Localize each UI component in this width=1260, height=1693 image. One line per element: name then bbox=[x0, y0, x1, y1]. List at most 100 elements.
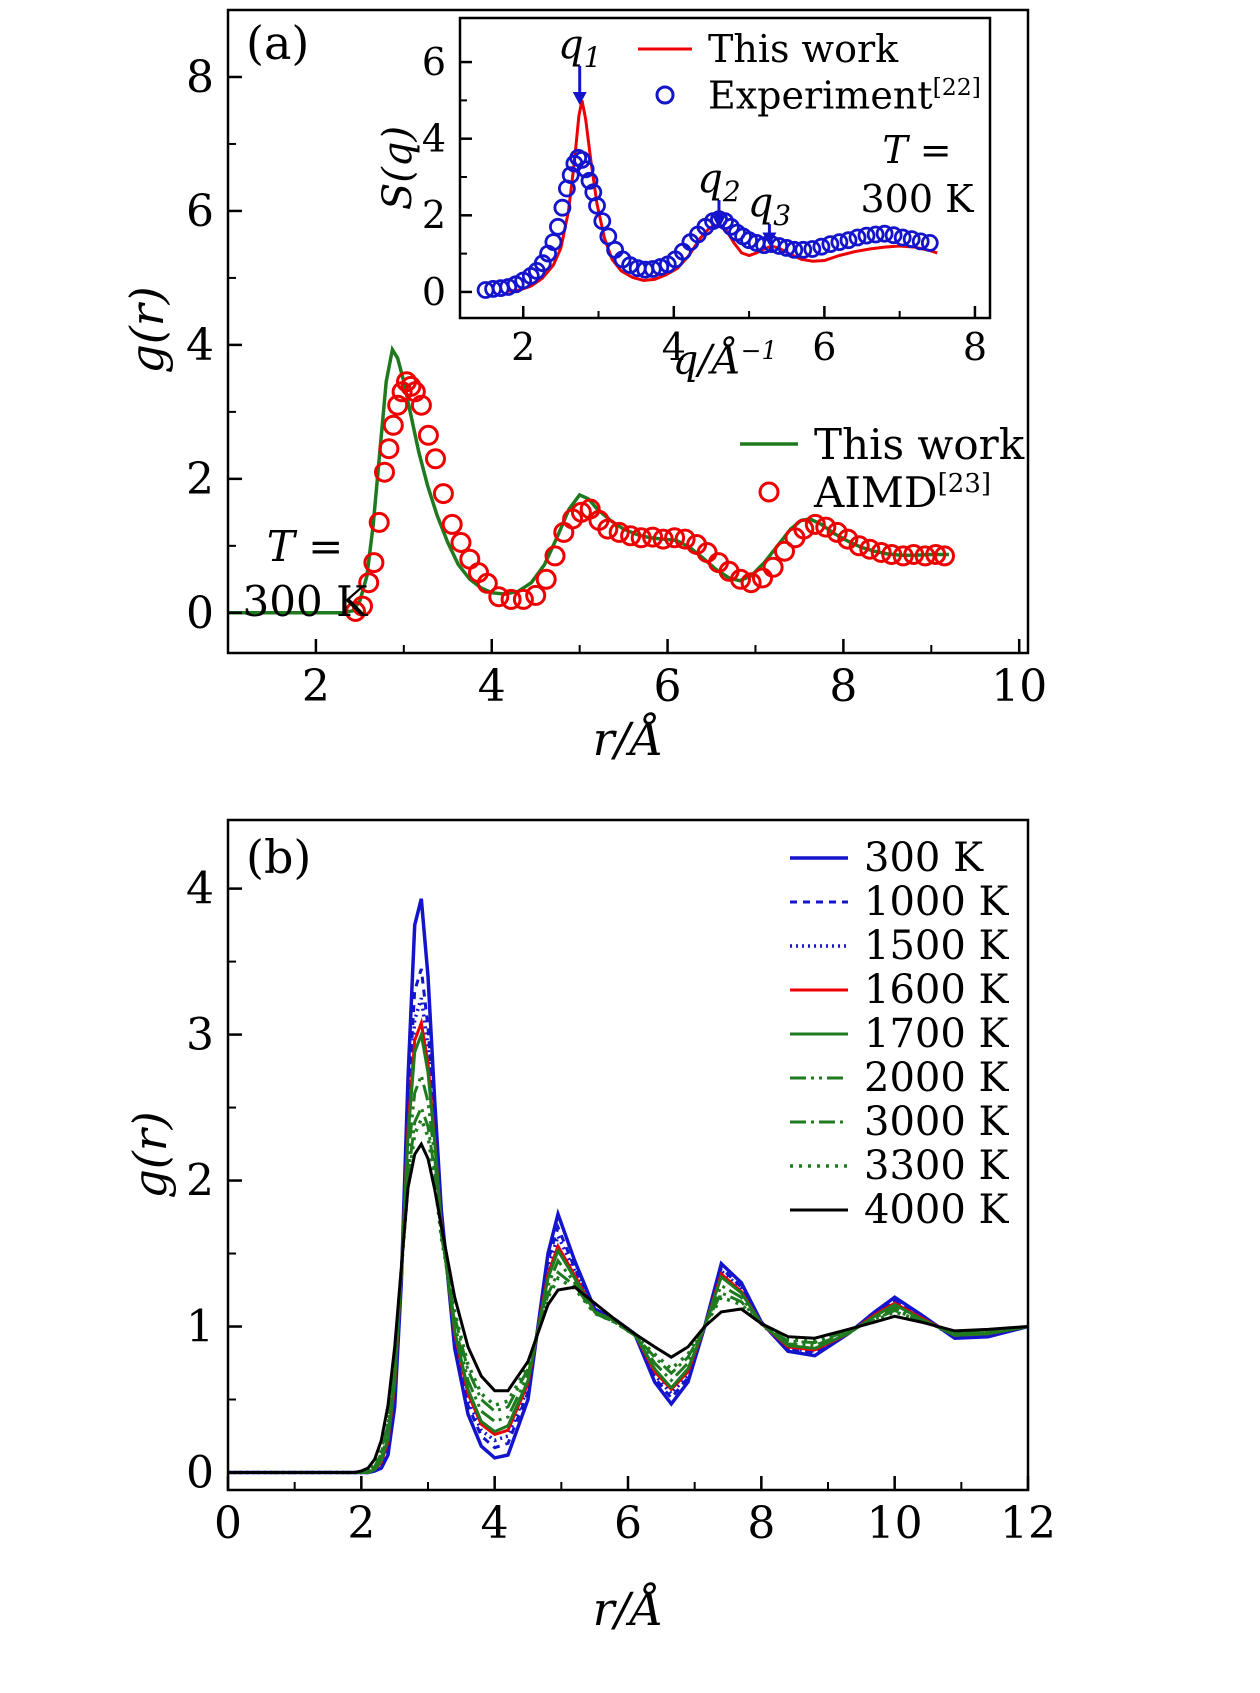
marker-aimd-23- bbox=[859, 538, 881, 560]
legend-label: AIMD[23] bbox=[814, 467, 992, 517]
marker-aimd-23- bbox=[674, 528, 696, 550]
x-tick-label: 10 bbox=[867, 1498, 923, 1549]
legend-item-experiment: Experiment[22] bbox=[636, 72, 981, 118]
marker-aimd-23- bbox=[774, 540, 795, 562]
marker-aimd-23- bbox=[925, 544, 947, 565]
peak-label: q3 bbox=[748, 180, 791, 232]
legend-item-300k: 300 K bbox=[788, 835, 1008, 881]
marker-experiment-22- bbox=[561, 166, 580, 185]
marker-aimd-23- bbox=[848, 535, 870, 557]
x-tick-label: 8 bbox=[747, 1498, 775, 1549]
marker-experiment-22- bbox=[920, 233, 939, 252]
series-line-this-work bbox=[508, 100, 938, 293]
marker-experiment-22- bbox=[740, 231, 758, 250]
x-tick-label: 12 bbox=[1000, 1498, 1056, 1549]
legend-label: 1500 K bbox=[864, 923, 1009, 969]
legend-label: 1700 K bbox=[864, 1011, 1009, 1057]
marker-experiment-22- bbox=[651, 258, 670, 276]
y-tick-label: 2 bbox=[186, 454, 214, 505]
legend-item-1000k: 1000 K bbox=[788, 879, 1008, 925]
y-tick-label: 2 bbox=[186, 1156, 214, 1207]
x-tick-label: 0 bbox=[214, 1498, 242, 1549]
legend-label: This work bbox=[814, 419, 1025, 469]
marker-aimd-23- bbox=[450, 532, 472, 553]
y-tick-label: 6 bbox=[186, 186, 214, 237]
marker-aimd-23- bbox=[826, 521, 848, 543]
marker-aimd-23- bbox=[459, 548, 481, 570]
y-tick-label: 2 bbox=[422, 193, 446, 237]
panel-a-legend: This work AIMD[23] bbox=[738, 419, 1025, 517]
marker-aimd-23- bbox=[608, 521, 630, 543]
inset-xlabel: q/Å−1 bbox=[672, 336, 778, 384]
marker-experiment-22- bbox=[857, 226, 876, 245]
panel_a_main-frame bbox=[226, 8, 1030, 655]
legend-line-sample bbox=[790, 1208, 848, 1212]
peak-arrow-head bbox=[572, 91, 587, 105]
legend-label: 300 K bbox=[864, 835, 983, 881]
marker-experiment-22- bbox=[893, 228, 912, 247]
marker-aimd-23- bbox=[793, 518, 815, 540]
peak-arrow-head bbox=[711, 215, 726, 229]
marker-aimd-23- bbox=[664, 527, 686, 549]
marker-experiment-22- bbox=[812, 237, 831, 256]
marker-aimd-23- bbox=[837, 528, 859, 550]
legend-line-sample bbox=[790, 944, 848, 948]
marker-experiment-22- bbox=[599, 227, 618, 246]
inset-legend: This work Experiment[22] bbox=[636, 26, 981, 118]
y-tick-label: 4 bbox=[422, 117, 446, 161]
marker-aimd-23- bbox=[903, 544, 925, 565]
marker-aimd-23- bbox=[652, 528, 674, 550]
x-tick-label: 2 bbox=[347, 1498, 375, 1549]
x-tick-label: 6 bbox=[812, 325, 836, 369]
marker-aimd-23- bbox=[378, 438, 400, 460]
series-line-4000-k bbox=[228, 1140, 1029, 1474]
panel-a-annotation-line2: 300 K bbox=[242, 576, 368, 626]
marker-aimd-23- bbox=[352, 595, 373, 617]
marker-aimd-23- bbox=[870, 542, 892, 563]
x-tick-label: 6 bbox=[614, 1498, 642, 1549]
y-tick-label: 0 bbox=[186, 1447, 214, 1498]
marker-experiment-22- bbox=[576, 160, 595, 179]
marker-experiment-22- bbox=[839, 231, 858, 250]
legend-item-3000k: 3000 K bbox=[788, 1099, 1008, 1145]
series-line-this-work bbox=[228, 344, 949, 615]
marker-aimd-23- bbox=[597, 518, 619, 540]
marker-aimd-23- bbox=[417, 424, 439, 446]
marker-aimd-23- bbox=[544, 545, 566, 567]
legend-line-sample bbox=[790, 1032, 848, 1036]
legend-item-2000k: 2000 K bbox=[788, 1055, 1008, 1101]
marker-aimd-23- bbox=[881, 544, 903, 565]
y-tick-label: 4 bbox=[186, 320, 214, 371]
marker-aimd-23- bbox=[620, 525, 642, 547]
marker-experiment-22- bbox=[911, 232, 930, 251]
series-line-1700-k bbox=[228, 1028, 1029, 1474]
inset-annotation-line2: 300 K bbox=[860, 177, 974, 222]
marker-experiment-22- bbox=[785, 240, 804, 259]
legend-label: 3300 K bbox=[864, 1143, 1009, 1189]
marker-experiment-22- bbox=[533, 254, 552, 273]
marker-aimd-23- bbox=[476, 572, 498, 594]
marker-experiment-22- bbox=[499, 278, 518, 296]
marker-aimd-23- bbox=[432, 483, 454, 505]
x-tick-label: 2 bbox=[511, 325, 535, 369]
x-tick-label: 8 bbox=[829, 661, 857, 712]
marker-experiment-22- bbox=[553, 198, 572, 217]
marker-aimd-23- bbox=[892, 545, 914, 567]
panel-b-ylabel: g(r) bbox=[123, 1111, 177, 1199]
marker-aimd-23- bbox=[642, 526, 664, 548]
y-tick-label: 0 bbox=[186, 588, 214, 639]
panel-a-annotation-line1: T = bbox=[266, 522, 344, 571]
marker-aimd-23- bbox=[752, 567, 773, 589]
marker-experiment-22- bbox=[866, 225, 885, 244]
series-line-1500-k bbox=[228, 997, 1029, 1475]
legend-item-1500k: 1500 K bbox=[788, 923, 1009, 969]
legend-line-sample bbox=[790, 988, 848, 992]
marker-aimd-23- bbox=[374, 461, 395, 483]
marker-experiment-22- bbox=[803, 240, 822, 258]
legend-circle-sample bbox=[758, 481, 780, 503]
inset-ylabel: S(q) bbox=[375, 125, 421, 211]
series-line-3300-k bbox=[228, 1114, 1029, 1475]
y-tick-label: 1 bbox=[186, 1301, 214, 1352]
peak-arrow-head bbox=[762, 232, 777, 246]
marker-aimd-23- bbox=[363, 552, 385, 574]
